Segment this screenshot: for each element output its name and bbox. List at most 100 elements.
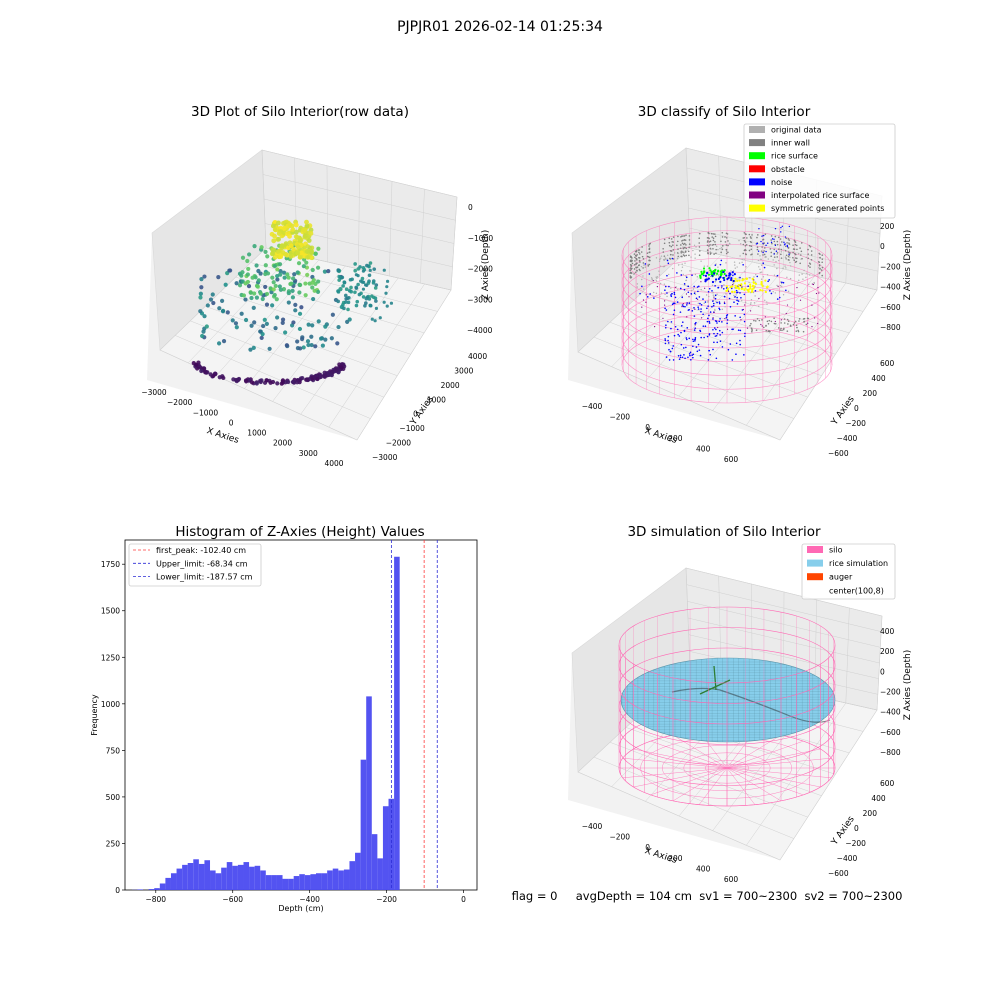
simulation-y-tick-label: 200 — [863, 809, 878, 818]
inner-wall-point — [787, 320, 790, 322]
inner-wall-point — [807, 257, 810, 260]
simulation-y-tick-labels: −600 −400 −200 0 200 400 600 — [828, 779, 895, 878]
raw-data-point — [247, 252, 252, 257]
raw-data-point — [258, 291, 263, 296]
symmetric-point — [751, 284, 755, 287]
raw-data-point — [309, 248, 314, 254]
noise-point — [788, 225, 791, 228]
inner-wall-point — [683, 235, 686, 237]
original-data-point — [641, 278, 643, 281]
noise-point — [773, 253, 775, 255]
inner-wall-point — [714, 243, 717, 246]
original-data-point — [760, 271, 763, 273]
original-data-point — [734, 264, 736, 266]
symmetric-point — [759, 288, 762, 292]
original-data-point — [761, 251, 763, 253]
noise-point — [674, 325, 677, 328]
raw-data-point — [346, 307, 350, 312]
interpolated-surface-point — [641, 306, 643, 308]
original-data-point — [741, 299, 743, 302]
raw-data-point — [280, 378, 286, 383]
raw-data-point — [267, 346, 272, 351]
classify-z-tick-labels: 200 0 −200 −400 −600 −800 — [880, 222, 901, 332]
raw-data-point — [249, 295, 254, 301]
original-data-point — [722, 245, 725, 247]
raw-data-point — [220, 309, 226, 314]
classify-silo-wireframe — [621, 216, 833, 404]
simulation-z-tick-label: −200 — [880, 688, 901, 697]
inner-wall-point — [818, 252, 821, 255]
raw-data-point — [298, 282, 303, 288]
inner-wall-point — [742, 252, 745, 255]
inner-wall-point — [638, 251, 640, 254]
noise-point — [708, 287, 711, 290]
raw-data-point — [305, 254, 311, 260]
raw-data-point — [335, 341, 340, 346]
noise-point — [762, 251, 764, 254]
noise-point — [742, 264, 744, 266]
inner-wall-point — [770, 235, 773, 237]
inner-wall-point — [706, 249, 709, 252]
inner-wall-point — [688, 239, 691, 241]
noise-point — [697, 343, 700, 346]
noise-point — [743, 320, 746, 323]
rice-surface-point — [710, 271, 713, 274]
raw-data-point — [230, 318, 235, 323]
inner-wall-point — [788, 259, 790, 261]
noise-point — [644, 263, 647, 265]
noise-point — [726, 313, 729, 316]
interpolated-surface-point — [664, 304, 666, 306]
raw-data-point — [305, 272, 310, 278]
noise-point — [653, 297, 655, 299]
histogram-bar — [232, 865, 238, 890]
original-data-point — [685, 275, 687, 277]
original-data-point — [754, 281, 757, 283]
inner-wall-point — [779, 238, 782, 240]
noise-point — [702, 325, 705, 327]
noise-point — [781, 281, 783, 284]
noise-point — [786, 244, 788, 247]
noise-point — [671, 347, 674, 350]
inner-wall-point — [761, 319, 763, 321]
inner-wall-point — [800, 242, 803, 244]
noise-point — [673, 334, 676, 337]
noise-point — [695, 346, 698, 348]
raw-data-point — [306, 322, 311, 327]
classify-x-tick-label: 200 — [668, 434, 683, 443]
raw-data-point — [272, 233, 277, 239]
raw-data-point — [245, 272, 250, 277]
classify-x-tick-label: 0 — [645, 423, 650, 432]
noise-point — [784, 243, 786, 245]
inner-wall-point — [784, 249, 787, 252]
raw-data-point — [288, 254, 294, 259]
histogram-bar — [221, 867, 227, 890]
inner-wall-point — [636, 254, 638, 256]
raw-data-point — [320, 343, 325, 348]
raw-data-point — [276, 220, 281, 226]
noise-point — [780, 226, 782, 229]
noise-point — [719, 318, 721, 320]
rice-surface-point — [713, 269, 717, 272]
noise-point — [722, 276, 725, 280]
simulation-x-tick-label: −400 — [582, 822, 603, 831]
histogram-bar — [237, 864, 244, 890]
noise-point — [679, 287, 682, 290]
noise-point — [757, 250, 760, 252]
raw-data-point — [243, 297, 248, 302]
original-data-point — [808, 283, 810, 286]
inner-wall-point — [799, 254, 802, 256]
inner-wall-point — [672, 249, 675, 251]
original-data-point — [709, 251, 712, 253]
inner-wall-point — [677, 255, 680, 258]
original-data-point — [750, 299, 753, 301]
raw-data-point — [313, 344, 318, 349]
inner-wall-point — [670, 245, 673, 248]
original-data-point — [772, 259, 774, 261]
raw-x-tick-label: −3000 — [141, 388, 167, 397]
raw-data-point — [368, 303, 373, 308]
original-data-point — [798, 274, 801, 276]
noise-point — [714, 320, 717, 322]
raw-data-point — [373, 286, 378, 290]
original-data-point — [653, 291, 655, 294]
original-data-point — [655, 257, 658, 259]
